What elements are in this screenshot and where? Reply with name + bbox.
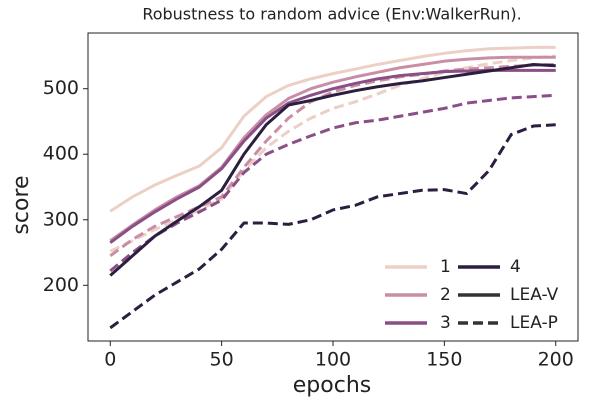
legend-label: 3 [440,313,451,333]
x-tick-label: 150 [426,349,462,371]
legend-label: 2 [440,285,451,305]
plot-frame [87,32,579,342]
data-line [109,55,556,242]
x-tick-label: 100 [315,349,351,371]
legend-label: LEA-P [510,313,558,333]
y-axis-label: score [9,175,34,234]
chart-title: Robustness to random advice (Env:WalkerR… [142,5,521,24]
x-tick-label: 0 [104,349,116,371]
data-line [109,123,556,330]
legend-label: 1 [440,257,451,277]
y-tick-label: 200 [43,274,79,296]
legend-label: 4 [510,257,521,277]
data-line [109,62,556,258]
data-line [109,62,556,277]
data-line [109,45,556,213]
x-tick-label: 50 [210,349,234,371]
data-line [109,93,556,273]
legend-label: LEA-V [510,285,559,305]
x-tick-label: 200 [538,349,574,371]
y-tick-label: 400 [43,143,79,165]
x-axis-label: epochs [293,373,371,398]
data-line [109,68,556,244]
y-tick-label: 500 [43,77,79,99]
y-tick-label: 300 [43,208,79,230]
